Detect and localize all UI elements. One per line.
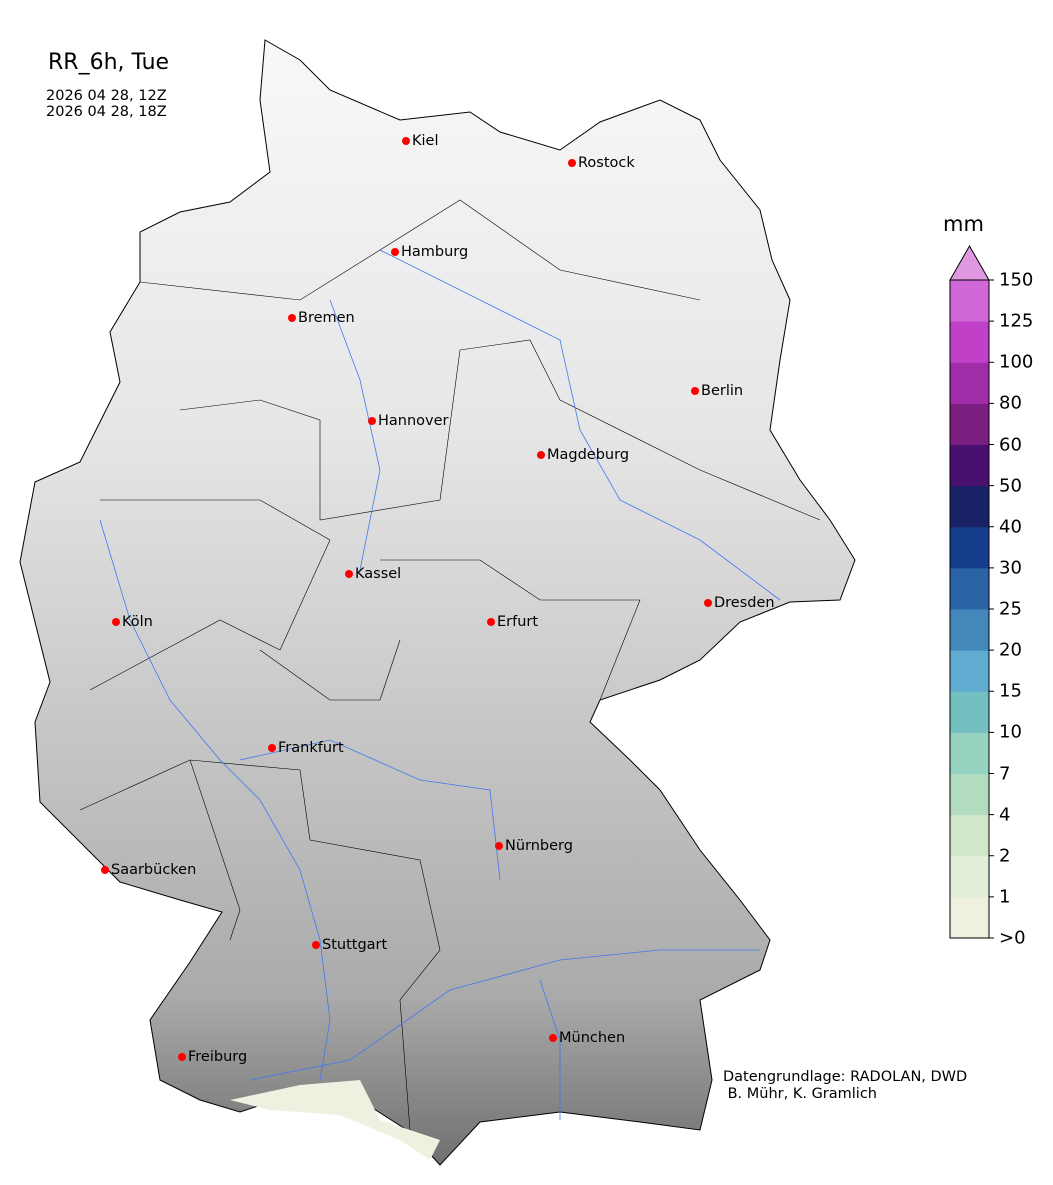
city-label: Nürnberg bbox=[505, 838, 573, 854]
city-marker bbox=[178, 1053, 186, 1061]
colorbar-tick-label: >0 bbox=[999, 927, 1026, 949]
colorbar-tick-label: 80 bbox=[999, 392, 1022, 414]
colorbar-unit: mm bbox=[943, 212, 984, 236]
colorbar-tick-label: 60 bbox=[999, 434, 1022, 455]
credit-line-2: B. Mühr, K. Gramlich bbox=[723, 1086, 877, 1102]
colorbar bbox=[949, 244, 994, 939]
city-label: Saarbücken bbox=[111, 862, 197, 878]
city-marker bbox=[487, 618, 495, 626]
city-label: Frankfurt bbox=[278, 740, 344, 756]
colorbar-tick-label: 20 bbox=[999, 639, 1022, 661]
colorbar-tick-label: 4 bbox=[999, 804, 1011, 826]
rivers bbox=[99, 249, 781, 1120]
colorbar-bin bbox=[950, 814, 989, 857]
city-marker bbox=[288, 314, 296, 322]
city-marker bbox=[549, 1034, 557, 1042]
colorbar-bin bbox=[950, 280, 989, 322]
colorbar-tick-label: 10 bbox=[999, 721, 1022, 743]
city-label: Kiel bbox=[412, 133, 439, 149]
colorbar-bin bbox=[950, 362, 989, 404]
colorbar-bin bbox=[950, 609, 989, 651]
city-label: Freiburg bbox=[188, 1049, 248, 1065]
valid-start: 2026 04 28, 12Z bbox=[46, 88, 167, 104]
colorbar-tick-label: 1 bbox=[999, 886, 1011, 908]
colorbar-tick-label: 125 bbox=[999, 310, 1034, 332]
city-marker bbox=[312, 941, 320, 949]
colorbar-extend-arrow bbox=[949, 244, 990, 281]
city-label: Magdeburg bbox=[547, 447, 630, 463]
colorbar-tick-label: 100 bbox=[999, 351, 1034, 373]
colorbar-tick-label: 150 bbox=[999, 269, 1034, 291]
city-marker bbox=[268, 744, 276, 752]
city-marker bbox=[402, 137, 410, 145]
colorbar-bin bbox=[950, 567, 989, 610]
city-label: Stuttgart bbox=[322, 937, 388, 953]
city-marker bbox=[345, 570, 353, 578]
city-marker bbox=[691, 387, 699, 395]
credit: Datengrundlage: RADOLAN, DWD B. Mühr, K.… bbox=[723, 1069, 967, 1103]
colorbar-tick-label: 7 bbox=[999, 763, 1011, 784]
city-label: Erfurt bbox=[497, 614, 539, 630]
colorbar-bin bbox=[950, 855, 989, 898]
city-marker bbox=[495, 842, 503, 850]
city-marker bbox=[391, 248, 399, 256]
no-precip-area bbox=[230, 1080, 440, 1160]
city-marker bbox=[368, 417, 376, 425]
colorbar-bin bbox=[950, 650, 989, 692]
city-label: München bbox=[559, 1030, 626, 1046]
colorbar-tick-label: 15 bbox=[999, 680, 1022, 702]
colorbar-bin bbox=[950, 321, 989, 363]
city-marker bbox=[568, 159, 576, 167]
colorbar-tick-label: 50 bbox=[999, 475, 1022, 497]
city-label: Rostock bbox=[578, 155, 635, 171]
city-label: Dresden bbox=[714, 595, 775, 611]
germany-outline bbox=[19, 39, 856, 1166]
valid-end: 2026 04 28, 18Z bbox=[46, 104, 167, 120]
city-label: Berlin bbox=[701, 383, 744, 399]
colorbar-bin bbox=[950, 773, 989, 816]
colorbar-tick-label: 30 bbox=[999, 557, 1022, 579]
colorbar-bin bbox=[950, 691, 989, 733]
colorbar-tick-label: 25 bbox=[999, 598, 1022, 620]
city-label: Bremen bbox=[298, 310, 355, 326]
colorbar-bin bbox=[950, 896, 989, 939]
colorbar-bin bbox=[950, 526, 989, 569]
city-label: Kassel bbox=[355, 566, 402, 582]
colorbar-bin bbox=[950, 403, 989, 445]
credit-line-1: Datengrundlage: RADOLAN, DWD bbox=[723, 1069, 968, 1085]
city-label: Köln bbox=[122, 614, 153, 630]
colorbar-bin bbox=[950, 485, 989, 528]
colorbar-tick-label: 2 bbox=[999, 845, 1011, 867]
city-label: Hamburg bbox=[401, 244, 469, 260]
city-marker bbox=[112, 618, 120, 626]
colorbar-bin bbox=[950, 732, 989, 774]
city-marker bbox=[704, 599, 712, 607]
city-marker bbox=[101, 866, 109, 874]
map-title: RR_6h, Tue bbox=[48, 50, 170, 75]
city-marker bbox=[537, 451, 545, 459]
state-borders bbox=[79, 199, 821, 1131]
colorbar-bin bbox=[950, 444, 989, 487]
colorbar-tick-label: 40 bbox=[999, 516, 1022, 538]
city-label: Hannover bbox=[378, 413, 449, 429]
